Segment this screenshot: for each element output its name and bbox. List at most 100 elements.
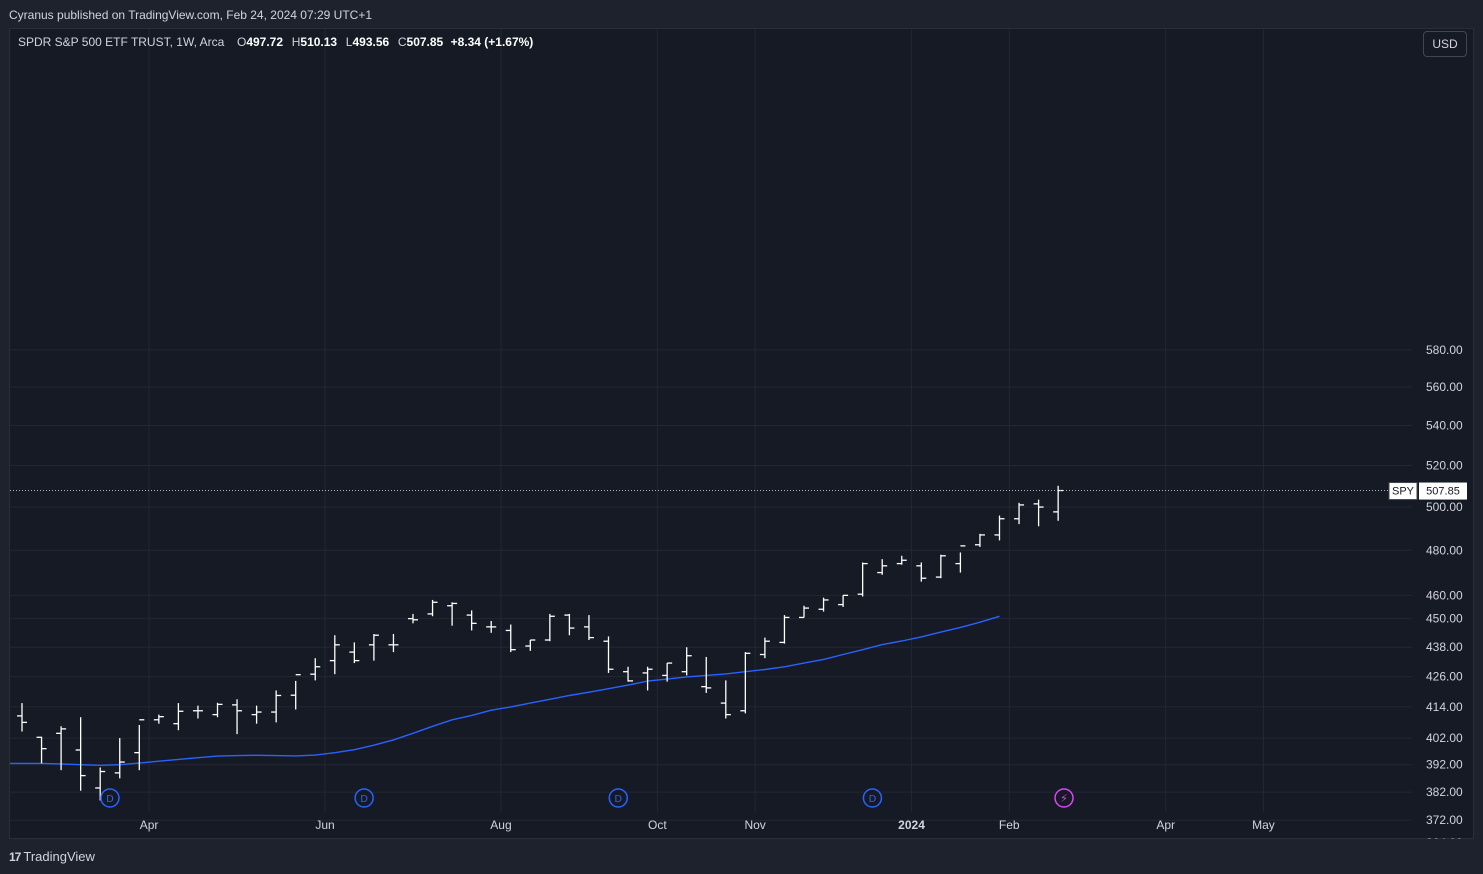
price-tick-label: 402.00	[1426, 731, 1463, 745]
ohlc-bar	[232, 699, 243, 735]
ohlc-bar	[466, 610, 477, 631]
ohlc-bar	[955, 545, 966, 573]
ohlc-bar	[740, 652, 751, 714]
ohlc-bar	[75, 717, 86, 791]
event-marker-circle[interactable]	[354, 788, 374, 808]
price-tick-label: 520.00	[1426, 459, 1463, 473]
ohlc-bar	[759, 637, 770, 659]
price-tick-label: 372.00	[1426, 813, 1463, 827]
price-tick-label: 392.00	[1426, 758, 1463, 772]
ohlc-bar	[1014, 502, 1025, 525]
event-marker-label: D	[869, 794, 877, 805]
ohlc-bar	[525, 639, 536, 651]
ohlc-bar	[935, 554, 946, 579]
event-marker-label: D	[614, 794, 622, 805]
ohlc-bar	[17, 703, 27, 732]
event-markers[interactable]: D D D D ⚡	[100, 788, 1074, 808]
close-value: 507.85	[406, 35, 444, 49]
ohlc-bar	[251, 705, 262, 724]
time-tick-label: Aug	[490, 818, 511, 832]
ohlc-bar	[368, 634, 379, 661]
ohlc-bar	[36, 736, 47, 764]
price-tick-label: 540.00	[1426, 419, 1463, 433]
ohlc-bar	[271, 690, 282, 723]
event-marker-circle[interactable]	[100, 788, 120, 808]
ohlc-bar	[290, 674, 301, 710]
ohlc-bar	[583, 615, 594, 641]
time-tick-label: Apr	[140, 818, 159, 832]
ohlc-bar	[329, 635, 340, 675]
ohlc-bar	[173, 703, 184, 731]
price-tick-label: 560.00	[1426, 380, 1463, 394]
ohlc-bar	[681, 647, 692, 676]
high-value: 510.13	[300, 35, 338, 49]
close-label: C	[397, 35, 407, 49]
low-label: L	[345, 35, 353, 49]
open-label: O	[236, 35, 247, 49]
price-tick-label: 460.00	[1426, 588, 1463, 602]
price-tick-label: 500.00	[1426, 500, 1463, 514]
publisher-bar: Cyranus published on TradingView.com, Fe…	[0, 0, 1483, 28]
moving-average-line	[10, 615, 1000, 767]
event-marker-label: ⚡	[1060, 792, 1068, 805]
ohlc-bar	[505, 624, 516, 653]
price-tag-symbol: SPY	[1392, 486, 1415, 498]
price-axis: 580.00 560.00 540.00 520.00 500.00 480.00 460.…	[1426, 343, 1463, 874]
ohlc-bar	[486, 620, 497, 633]
price-tag-value: 507.85	[1426, 486, 1460, 498]
time-tick-label: Apr	[1156, 818, 1175, 832]
price-tick-label: 450.00	[1426, 612, 1463, 626]
event-marker-circle[interactable]	[608, 788, 629, 808]
price-tick-label: 426.00	[1426, 670, 1463, 684]
event-marker-circle[interactable]	[862, 788, 883, 808]
ohlc-bar	[799, 605, 809, 619]
ohlc-bar	[1033, 499, 1044, 527]
ohlc-bar	[974, 533, 985, 547]
price-tag-value-box	[1419, 482, 1467, 500]
tradingview-logo-icon: 17	[9, 850, 21, 864]
dividend-marker-icon[interactable]: D	[354, 788, 374, 808]
earnings-marker-icon[interactable]: ⚡	[1054, 788, 1074, 808]
price-tick-label: 580.00	[1426, 343, 1463, 357]
price-tick-label: 480.00	[1426, 543, 1463, 557]
ohlc-bar	[603, 636, 614, 673]
time-tick-label: Oct	[648, 818, 667, 832]
ohlc-bar	[662, 662, 673, 682]
ohlc-bar	[56, 726, 67, 771]
symbol-legend: SPDR S&P 500 ETF TRUST, 1W, Arca O497.72…	[18, 35, 533, 49]
dividend-marker-icon[interactable]: D	[862, 788, 883, 808]
moving-average	[10, 615, 1000, 767]
dividend-marker-icon[interactable]: D	[608, 788, 629, 808]
time-tick-label: Feb	[999, 818, 1020, 832]
time-tick-label: Jun	[315, 818, 334, 832]
ohlc-bar	[544, 613, 555, 642]
low-value: 493.56	[352, 35, 390, 49]
ohlc-bar	[310, 658, 321, 681]
high-label: H	[291, 35, 301, 49]
chart-frame[interactable]	[9, 28, 1474, 839]
ohlc-bar	[212, 702, 223, 718]
price-tick-label: 382.00	[1426, 785, 1463, 799]
ohlc-bar	[896, 555, 907, 565]
symbol-description[interactable]: SPDR S&P 500 ETF TRUST, 1W, Arca	[18, 35, 225, 49]
ohlc-bar	[408, 613, 418, 624]
time-tick-label: Nov	[744, 818, 765, 832]
ohlc-bar	[349, 642, 360, 664]
change-value: +8.34 (+1.67%)	[450, 35, 534, 49]
event-marker-label: D	[360, 794, 368, 805]
tradingview-brand[interactable]: 17 TradingView	[9, 849, 95, 864]
currency-button[interactable]: USD	[1423, 31, 1467, 57]
dividend-marker-icon[interactable]: D	[100, 788, 120, 808]
ohlc-bar	[388, 634, 399, 653]
ohlc-bar	[623, 666, 634, 682]
ohlc-bars	[17, 485, 1064, 801]
footer: 17 TradingView	[0, 839, 1483, 874]
event-marker-circle[interactable]	[1054, 788, 1074, 808]
ohlc-bar	[818, 597, 829, 612]
time-tick-label: 2024	[898, 818, 925, 832]
ohlc-bar	[877, 559, 888, 575]
ohlc-bar	[192, 705, 203, 719]
ohlc-bar	[994, 515, 1005, 541]
ohlc-bar	[153, 714, 164, 724]
